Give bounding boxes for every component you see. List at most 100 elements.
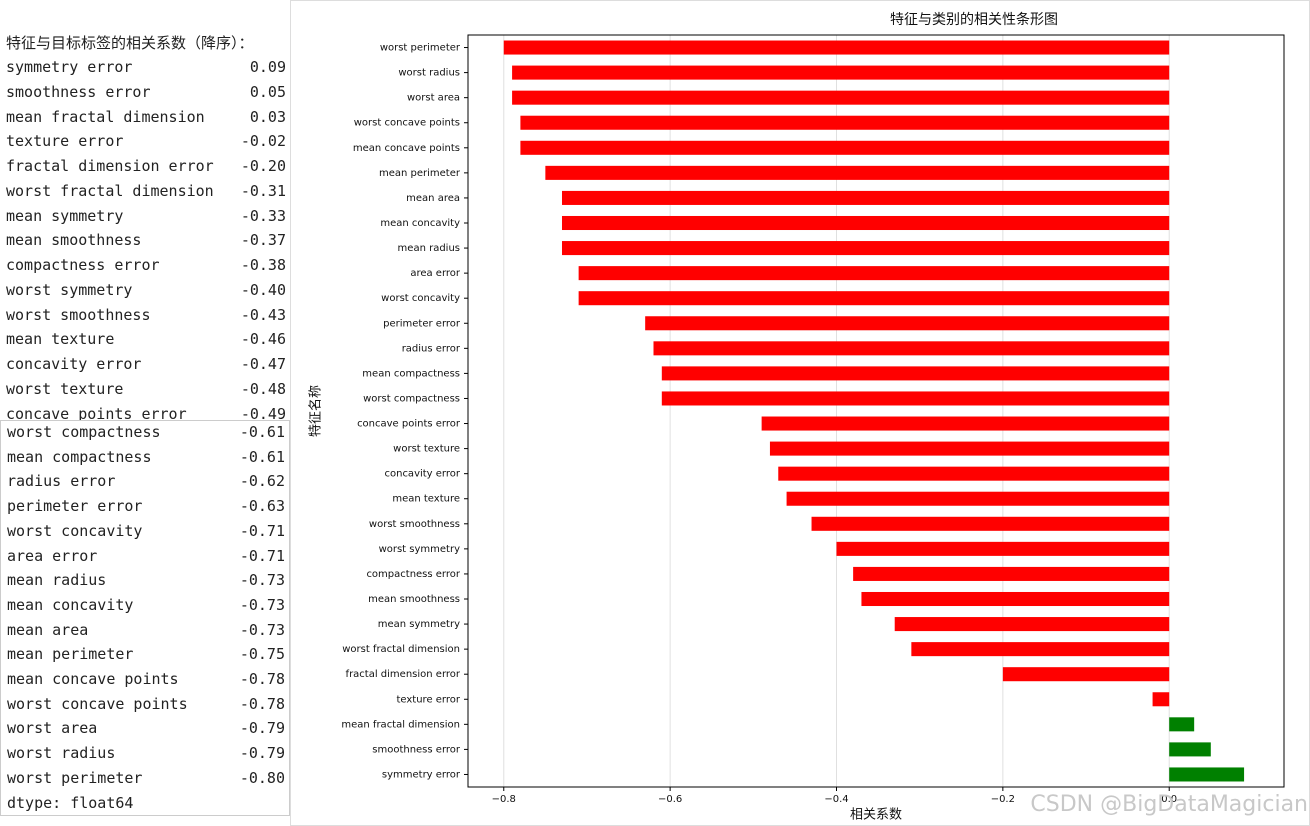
- feature-value: -0.62: [239, 472, 285, 491]
- bar: [545, 165, 1170, 180]
- y-tick-label: worst perimeter: [380, 43, 461, 54]
- feature-value: -0.47: [240, 355, 286, 373]
- feature-name: worst area: [7, 719, 98, 738]
- output-row: symmetry error 0.09: [6, 55, 286, 79]
- feature-name: texture error: [6, 132, 124, 151]
- y-tick-label: perimeter error: [383, 318, 461, 329]
- y-tick-label: worst symmetry: [379, 544, 461, 555]
- output-row: smoothness error 0.05: [6, 80, 286, 104]
- feature-name: mean texture: [6, 330, 115, 349]
- feature-name: smoothness error: [6, 82, 151, 101]
- feature-value: -0.38: [240, 256, 286, 274]
- output-row: mean area -0.73: [7, 618, 285, 642]
- chart-frame: [290, 0, 1310, 826]
- feature-name: fractal dimension error: [6, 157, 214, 175]
- y-tick-label: worst concave points: [354, 118, 460, 129]
- feature-name: worst concave points: [7, 694, 188, 713]
- output-row: worst smoothness -0.43: [6, 303, 286, 327]
- feature-name: worst fractal dimension: [6, 181, 214, 200]
- output-row: mean concave points -0.78: [7, 667, 285, 691]
- feature-value: -0.61: [239, 423, 285, 441]
- output-row: worst symmetry -0.40: [6, 278, 286, 302]
- y-tick-label: symmetry error: [382, 769, 461, 780]
- y-tick-label: mean fractal dimension: [341, 719, 460, 730]
- feature-value: -0.80: [239, 768, 285, 787]
- x-tick-label: −0.2: [991, 794, 1015, 805]
- feature-value: -0.75: [239, 645, 285, 664]
- bar: [561, 190, 1170, 205]
- bar: [578, 266, 1170, 281]
- feature-name: mean perimeter: [7, 645, 134, 664]
- bar: [786, 491, 1170, 506]
- feature-value: -0.31: [240, 181, 286, 200]
- feature-value: -0.43: [240, 305, 286, 324]
- feature-name: symmetry error: [6, 58, 133, 76]
- feature-name: concavity error: [6, 355, 142, 373]
- feature-value: -0.79: [239, 744, 285, 763]
- bar: [769, 441, 1170, 456]
- output-row: worst fractal dimension -0.31: [6, 179, 286, 203]
- feature-name: radius error: [7, 472, 116, 491]
- feature-name: mean area: [7, 620, 89, 639]
- feature-value: -0.78: [239, 670, 285, 688]
- output-row: mean perimeter -0.75: [7, 642, 285, 666]
- bar: [645, 316, 1170, 331]
- output-row: concavity error -0.47: [6, 352, 286, 376]
- y-tick-label: mean perimeter: [379, 168, 461, 179]
- output-row: worst concave points -0.78: [7, 692, 285, 716]
- bar: [1169, 767, 1245, 782]
- feature-name: mean smoothness: [6, 231, 142, 250]
- feature-name: perimeter error: [7, 497, 143, 516]
- feature-value: -0.37: [240, 231, 286, 250]
- feature-value: 0.03: [249, 107, 286, 126]
- y-tick-label: worst smoothness: [369, 519, 460, 530]
- bar: [811, 516, 1170, 531]
- feature-name: worst texture: [6, 379, 124, 398]
- dtype: dtype: float64: [7, 794, 134, 812]
- feature-value: -0.73: [239, 595, 285, 614]
- output-row: perimeter error -0.63: [7, 494, 285, 518]
- feature-name: mean fractal dimension: [6, 107, 205, 126]
- y-tick-label: mean symmetry: [378, 619, 460, 630]
- output-row: mean radius -0.73: [7, 568, 285, 592]
- bar: [661, 366, 1170, 381]
- feature-name: mean symmetry: [6, 206, 124, 225]
- bar: [1002, 667, 1170, 682]
- y-tick-label: mean concave points: [353, 143, 460, 154]
- y-tick-label: radius error: [402, 343, 461, 354]
- y-tick-label: mean smoothness: [368, 594, 460, 605]
- output-row: worst perimeter -0.80: [7, 766, 285, 790]
- feature-name: worst concavity: [7, 521, 143, 540]
- feature-name: mean compactness: [7, 447, 152, 466]
- feature-value: -0.63: [239, 497, 285, 516]
- bar: [894, 617, 1170, 632]
- chart: 特征与类别的相关性条形图 相关系数 特征名称 −0.8 −0.6 −0.4 −0.2 0…: [290, 0, 1310, 826]
- y-tick-label: concavity error: [384, 469, 460, 480]
- output-row: mean fractal dimension 0.03: [6, 105, 286, 129]
- x-tick-label: 0.0: [1161, 794, 1177, 805]
- feature-name: concave points error: [6, 404, 187, 423]
- bar: [1152, 692, 1170, 707]
- feature-name: worst perimeter: [7, 768, 143, 787]
- bar: [561, 215, 1170, 231]
- y-tick-label: worst compactness: [363, 393, 460, 404]
- feature-value: -0.48: [240, 379, 286, 398]
- x-axis-label: 相关系数: [850, 808, 902, 823]
- y-axis-label: 特征名称: [308, 385, 324, 437]
- feature-name: compactness error: [6, 256, 160, 274]
- output-row: area error -0.71: [7, 544, 285, 568]
- output-row: worst concavity -0.71: [7, 519, 285, 543]
- chart-title: 特征与类别的相关性条形图: [890, 11, 1058, 28]
- feature-name: area error: [7, 546, 98, 565]
- feature-value: 0.05: [249, 82, 286, 101]
- y-tick-label: smoothness error: [372, 744, 461, 755]
- bar: [911, 642, 1170, 657]
- feature-name: mean radius: [7, 571, 107, 590]
- y-tick-label: worst texture: [393, 444, 460, 455]
- y-tick-label: mean concavity: [380, 218, 460, 229]
- feature-value: -0.79: [239, 719, 285, 738]
- y-tick-label: concave points error: [357, 419, 461, 430]
- output-row: concave points error -0.49: [6, 402, 286, 426]
- output-row: mean smoothness -0.37: [6, 228, 286, 252]
